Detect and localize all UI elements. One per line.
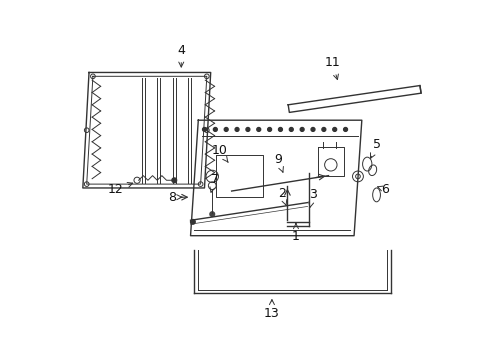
Text: 7: 7 bbox=[209, 173, 218, 192]
Circle shape bbox=[190, 220, 195, 224]
Circle shape bbox=[235, 127, 239, 131]
Text: 3: 3 bbox=[308, 188, 316, 207]
Circle shape bbox=[267, 127, 271, 131]
Circle shape bbox=[202, 127, 206, 131]
Text: 6: 6 bbox=[377, 183, 388, 196]
Circle shape bbox=[343, 127, 347, 131]
Circle shape bbox=[300, 127, 304, 131]
Text: 10: 10 bbox=[211, 144, 227, 162]
Circle shape bbox=[256, 127, 260, 131]
Text: 13: 13 bbox=[264, 300, 279, 320]
Text: 8: 8 bbox=[167, 191, 182, 204]
Circle shape bbox=[213, 127, 217, 131]
Circle shape bbox=[172, 178, 176, 183]
Text: 9: 9 bbox=[274, 153, 283, 172]
Text: 4: 4 bbox=[177, 44, 185, 67]
Text: 12: 12 bbox=[107, 183, 132, 196]
Circle shape bbox=[321, 127, 325, 131]
Text: 1: 1 bbox=[291, 224, 299, 243]
Text: 5: 5 bbox=[370, 138, 381, 158]
Circle shape bbox=[209, 212, 214, 216]
Circle shape bbox=[289, 127, 293, 131]
Circle shape bbox=[245, 127, 249, 131]
Circle shape bbox=[278, 127, 282, 131]
Circle shape bbox=[224, 127, 228, 131]
Circle shape bbox=[332, 127, 336, 131]
Circle shape bbox=[310, 127, 314, 131]
Text: 2: 2 bbox=[278, 187, 286, 206]
Text: 11: 11 bbox=[324, 57, 340, 80]
